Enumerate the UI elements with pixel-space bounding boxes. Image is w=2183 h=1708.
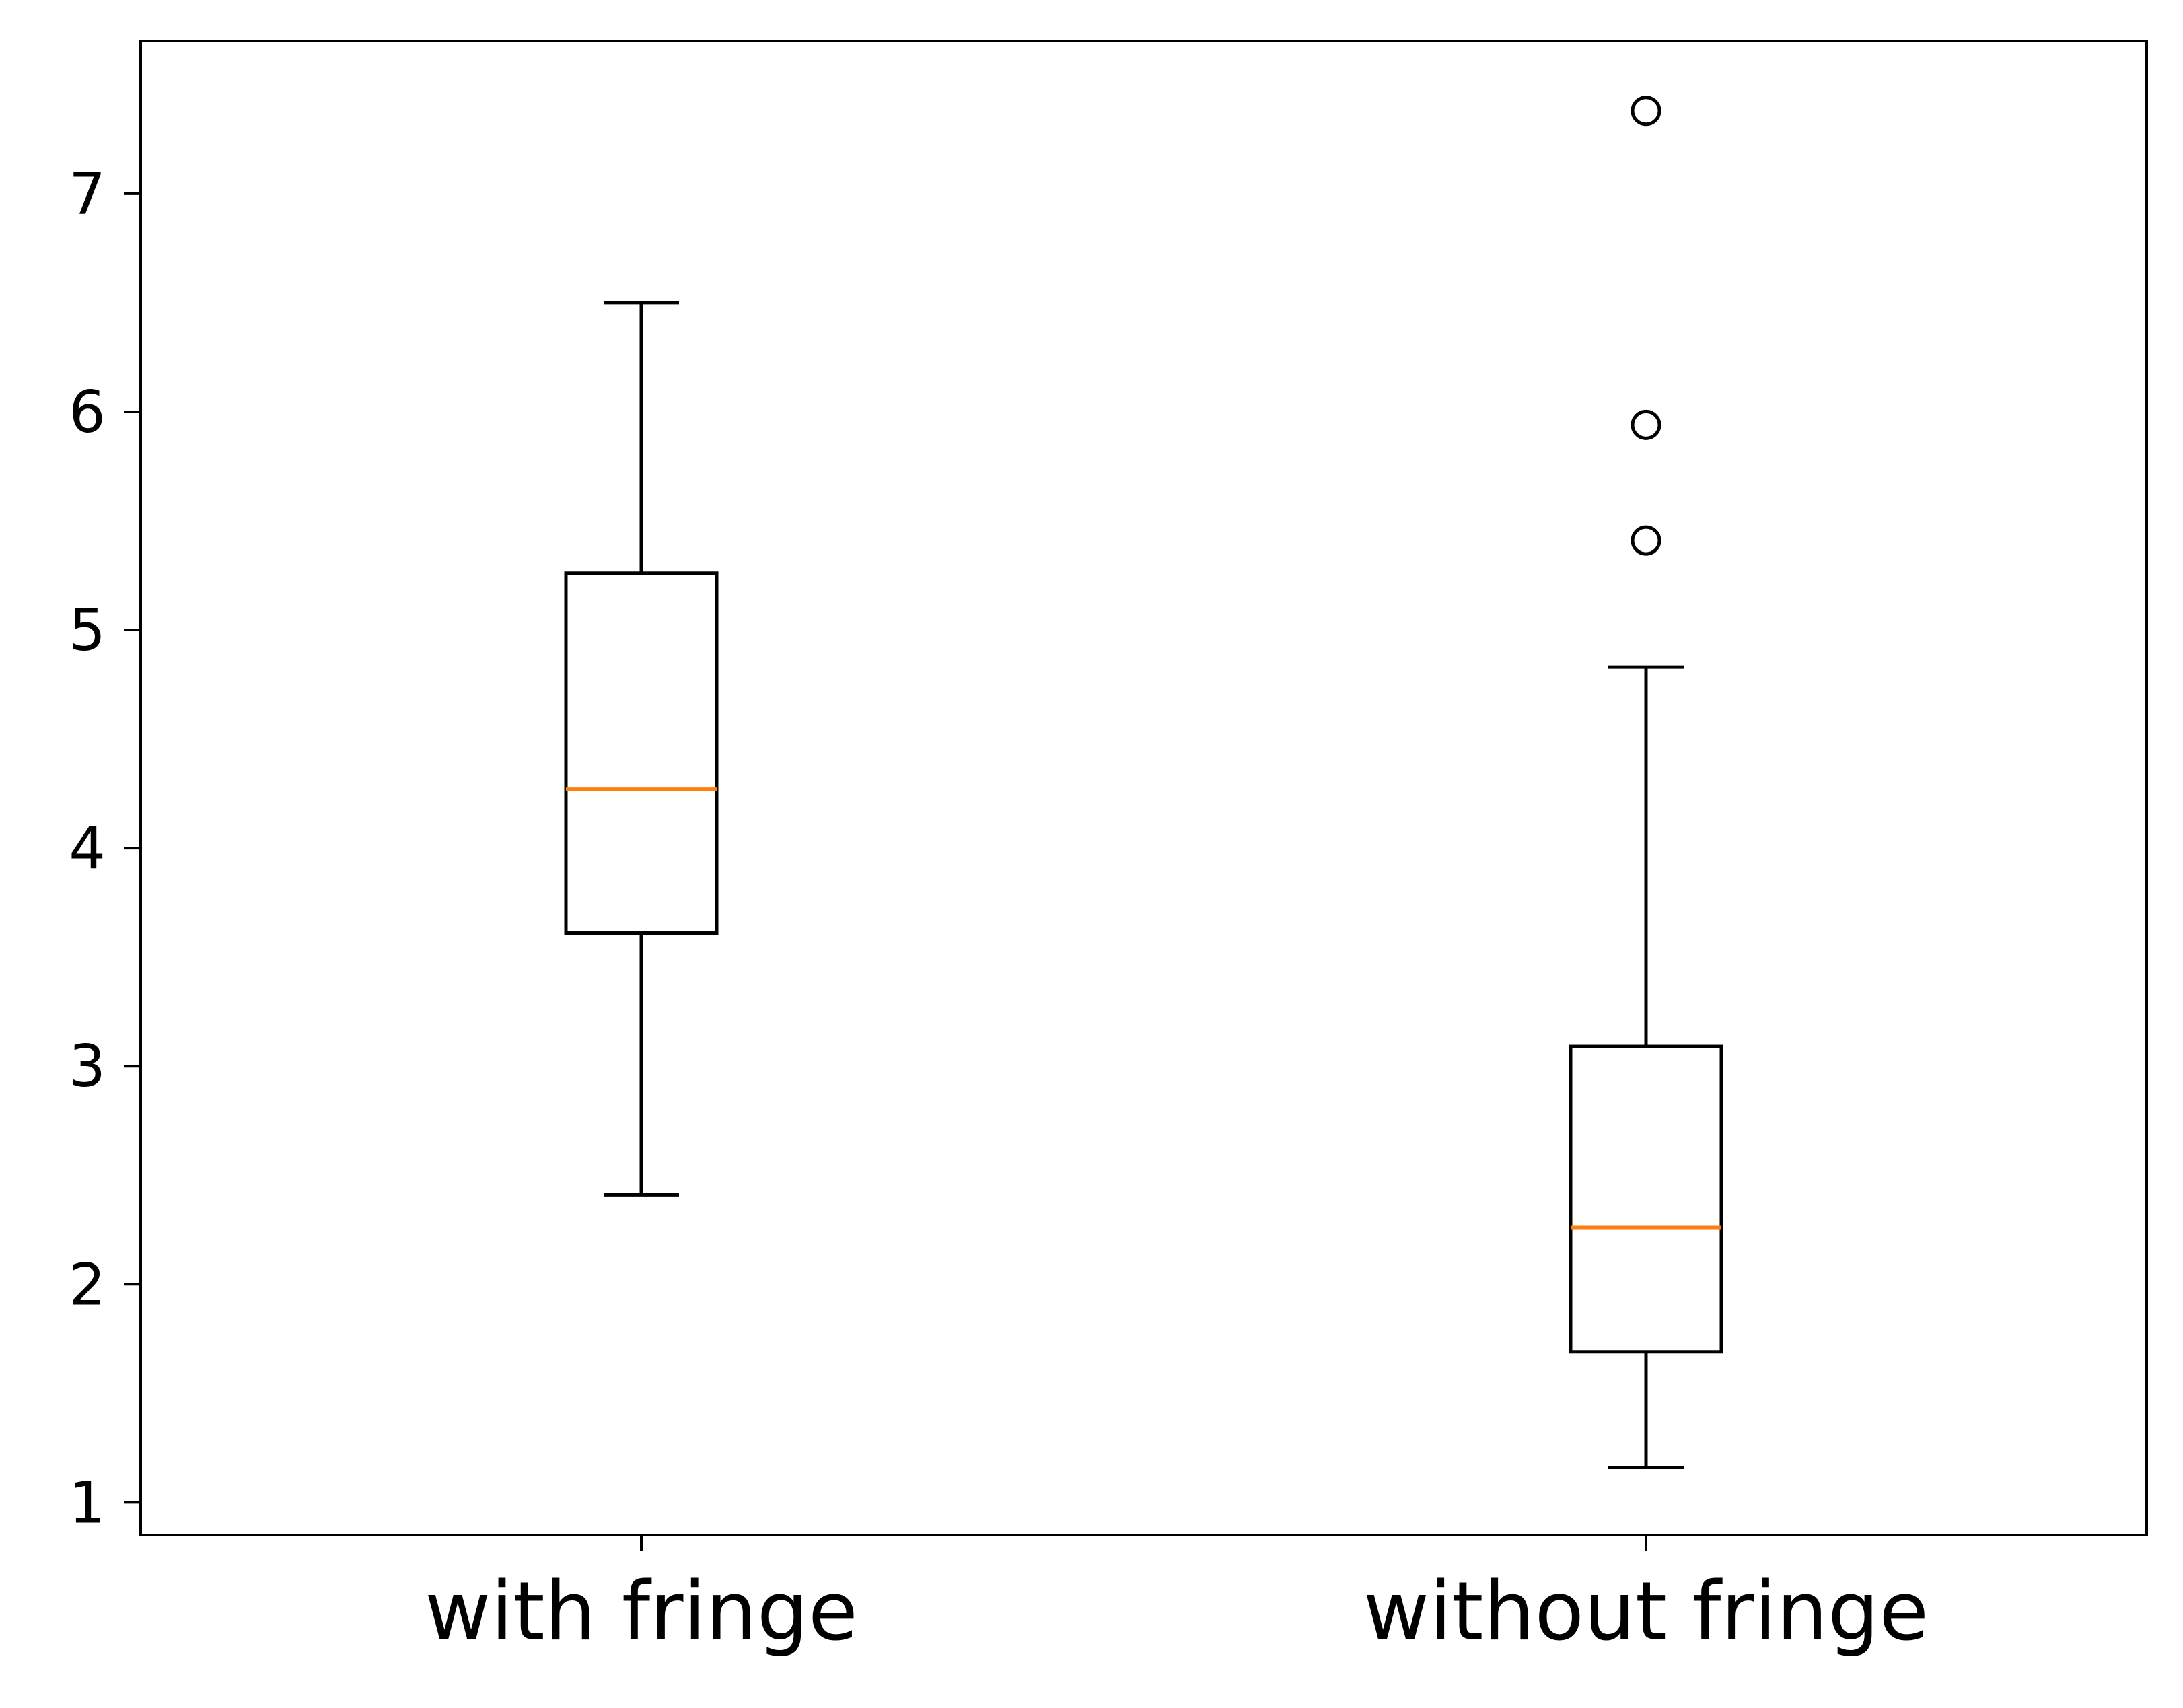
y-tick-label: 2 xyxy=(69,1251,106,1318)
y-tick-label: 7 xyxy=(69,161,106,228)
y-tick-label: 1 xyxy=(69,1469,106,1536)
box-group xyxy=(564,301,719,1197)
x-tick-label: with fringe xyxy=(425,1565,858,1659)
outlier-point xyxy=(1631,96,1661,127)
plot-marks xyxy=(564,96,1723,1470)
y-axis: 1 2 3 4 5 6 7 xyxy=(69,161,141,1536)
y-tick-label: 5 xyxy=(69,597,106,664)
y-tick-label: 3 xyxy=(69,1033,106,1100)
x-axis: with fringe without fringe xyxy=(425,1535,1929,1659)
box-group xyxy=(1569,96,1723,1470)
y-tick-label: 6 xyxy=(69,379,106,446)
iqr-box xyxy=(564,571,719,935)
outlier-point xyxy=(1631,409,1661,440)
iqr-box xyxy=(1569,1044,1723,1354)
plot-frame xyxy=(139,40,2148,1536)
x-tick-label: without fringe xyxy=(1363,1565,1929,1659)
outlier-point xyxy=(1631,525,1661,556)
y-tick-label: 4 xyxy=(69,815,106,882)
